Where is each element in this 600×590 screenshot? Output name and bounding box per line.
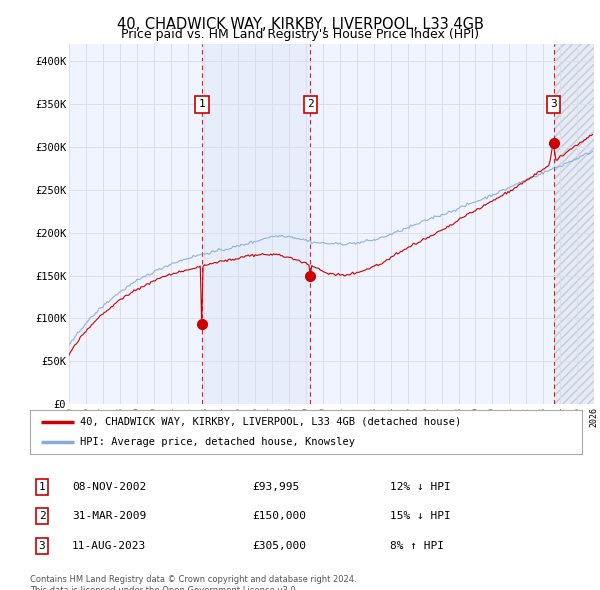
Text: Price paid vs. HM Land Registry's House Price Index (HPI): Price paid vs. HM Land Registry's House … (121, 28, 479, 41)
Text: HPI: Average price, detached house, Knowsley: HPI: Average price, detached house, Know… (80, 437, 355, 447)
Text: 40, CHADWICK WAY, KIRKBY, LIVERPOOL, L33 4GB: 40, CHADWICK WAY, KIRKBY, LIVERPOOL, L33… (116, 17, 484, 31)
Text: 40, CHADWICK WAY, KIRKBY, LIVERPOOL, L33 4GB (detached house): 40, CHADWICK WAY, KIRKBY, LIVERPOOL, L33… (80, 417, 461, 427)
Text: 3: 3 (38, 541, 46, 550)
Text: Contains HM Land Registry data © Crown copyright and database right 2024.
This d: Contains HM Land Registry data © Crown c… (30, 575, 356, 590)
Bar (554, 44, 594, 404)
Text: 3: 3 (550, 99, 557, 109)
Text: 15% ↓ HPI: 15% ↓ HPI (390, 512, 451, 521)
Text: £150,000: £150,000 (252, 512, 306, 521)
Text: £305,000: £305,000 (252, 541, 306, 550)
Text: 1: 1 (38, 482, 46, 491)
Text: 2: 2 (307, 99, 314, 109)
Text: 12% ↓ HPI: 12% ↓ HPI (390, 482, 451, 491)
Text: 11-AUG-2023: 11-AUG-2023 (72, 541, 146, 550)
Bar (554, 44, 594, 404)
Text: 31-MAR-2009: 31-MAR-2009 (72, 512, 146, 521)
Text: £93,995: £93,995 (252, 482, 299, 491)
Text: 1: 1 (199, 99, 205, 109)
Text: 2: 2 (38, 512, 46, 521)
Text: 8% ↑ HPI: 8% ↑ HPI (390, 541, 444, 550)
Text: 08-NOV-2002: 08-NOV-2002 (72, 482, 146, 491)
Bar (202, 44, 310, 404)
